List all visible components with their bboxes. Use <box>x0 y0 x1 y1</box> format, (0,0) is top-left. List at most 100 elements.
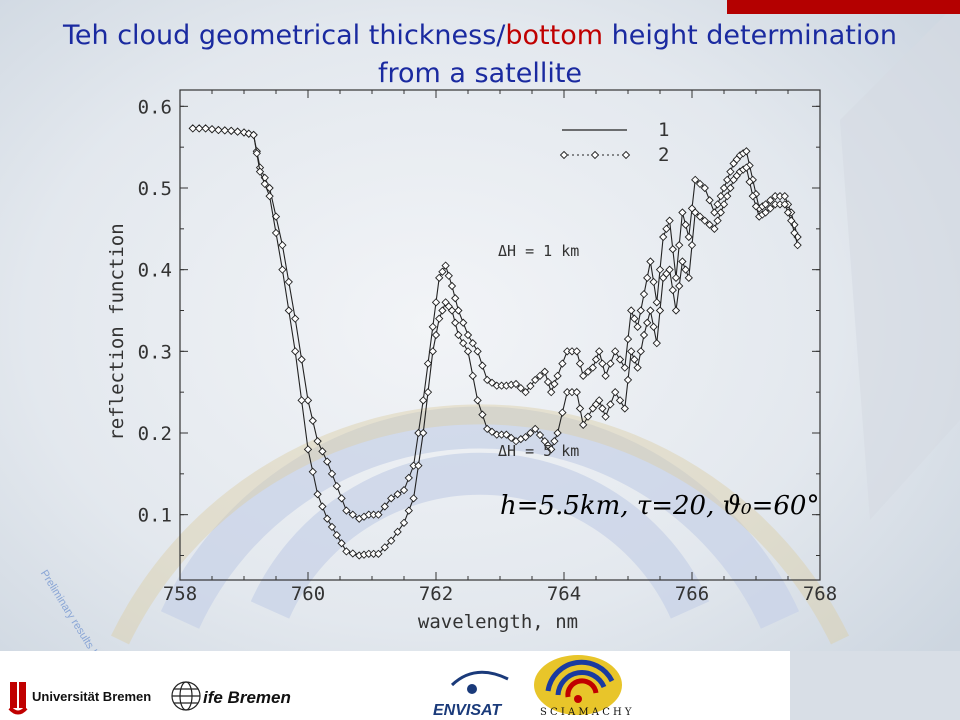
data-point-marker <box>719 183 729 193</box>
data-point-marker <box>487 378 497 387</box>
data-point-marker <box>639 330 649 340</box>
data-point-marker <box>611 347 620 356</box>
formula-annotation: h=5.5km, τ=20, ϑ₀=60° <box>500 491 819 521</box>
data-point-marker <box>249 130 258 140</box>
data-point-marker <box>558 359 567 368</box>
data-point-marker <box>636 347 645 356</box>
data-point-marker <box>419 428 428 438</box>
data-point-marker <box>726 183 735 193</box>
data-point-marker <box>291 347 300 356</box>
data-point-marker <box>535 430 545 440</box>
data-point-marker <box>521 388 530 397</box>
data-point-marker <box>447 281 457 291</box>
data-point-marker <box>713 200 722 209</box>
data-point-marker <box>511 379 521 389</box>
y-tick-label: 0.3 <box>138 341 172 363</box>
data-point-marker <box>695 179 705 189</box>
data-point-marker <box>337 494 346 503</box>
data-point-marker <box>742 163 751 172</box>
data-point-marker <box>468 371 477 380</box>
data-point-marker <box>793 241 802 250</box>
data-point-marker <box>553 371 562 380</box>
data-point-marker <box>323 514 332 523</box>
data-point-marker <box>623 334 633 344</box>
data-point-marker <box>558 408 567 417</box>
data-point-marker <box>380 543 389 552</box>
data-point-marker <box>615 355 625 364</box>
data-point-marker <box>723 175 732 184</box>
data-point-marker <box>665 216 674 225</box>
data-point-marker <box>623 375 633 385</box>
data-point-marker <box>719 200 729 209</box>
data-point-marker <box>297 355 306 364</box>
data-point-marker <box>431 330 441 340</box>
data-point-marker <box>748 192 757 201</box>
data-point-marker <box>454 306 463 315</box>
uni-bremen-logo-icon <box>8 682 28 715</box>
legend-marker <box>559 150 569 160</box>
data-point-marker <box>547 445 556 454</box>
data-point-marker <box>633 363 642 372</box>
data-point-marker <box>473 396 482 405</box>
data-point-marker <box>483 424 492 434</box>
data-point-marker <box>332 481 341 491</box>
data-point-marker <box>615 396 625 405</box>
data-point-marker <box>684 273 693 282</box>
data-point-marker <box>265 183 274 193</box>
data-point-marker <box>588 363 597 372</box>
data-point-marker <box>207 125 217 134</box>
data-point-marker <box>313 490 322 499</box>
data-point-marker <box>540 367 549 376</box>
data-point-marker <box>342 506 351 515</box>
data-point-marker <box>595 396 604 405</box>
data-point-marker <box>404 473 413 483</box>
sciamachy-logo-icon <box>534 655 622 715</box>
data-point-marker <box>598 404 607 413</box>
data-point-marker <box>575 359 585 368</box>
data-point-marker <box>284 306 293 315</box>
data-point-marker <box>393 490 402 499</box>
data-point-marker <box>348 510 357 519</box>
data-point-marker <box>239 128 249 137</box>
data-point-marker <box>431 298 441 307</box>
x-tick-label: 764 <box>547 583 581 605</box>
data-point-marker <box>435 273 444 282</box>
data-point-marker <box>780 192 789 201</box>
data-point-marker <box>423 388 433 397</box>
data-point-marker <box>611 388 620 397</box>
data-point-marker <box>646 306 655 315</box>
data-point-marker <box>742 147 751 156</box>
series-2 <box>188 124 802 560</box>
data-point-marker <box>399 518 409 527</box>
data-point-marker <box>583 367 593 376</box>
data-point-marker <box>668 285 677 295</box>
legend-marker <box>621 150 631 160</box>
data-point-marker <box>649 277 658 287</box>
data-point-marker <box>526 381 535 391</box>
data-point-marker <box>547 388 556 397</box>
data-point-marker <box>780 200 789 209</box>
data-point-marker <box>318 502 327 511</box>
data-point-marker <box>790 228 799 238</box>
data-point-marker <box>535 371 545 380</box>
data-point-marker <box>441 261 450 270</box>
data-point-marker <box>399 486 409 495</box>
data-point-marker <box>313 437 322 446</box>
data-point-marker <box>428 347 437 356</box>
data-point-marker <box>598 359 607 368</box>
data-point-marker <box>550 437 559 446</box>
data-point-marker <box>639 290 649 299</box>
data-point-marker <box>342 547 351 556</box>
data-point-marker <box>726 167 735 176</box>
data-point-marker <box>423 359 433 368</box>
data-point-marker <box>278 265 287 274</box>
data-point-marker <box>374 549 383 559</box>
data-point-marker <box>451 294 460 303</box>
sciamachy-text: S C I A M A C H Y <box>540 707 632 718</box>
data-point-marker <box>678 257 687 266</box>
data-point-marker <box>404 506 413 515</box>
data-point-marker <box>705 220 714 229</box>
data-point-marker <box>668 245 677 254</box>
